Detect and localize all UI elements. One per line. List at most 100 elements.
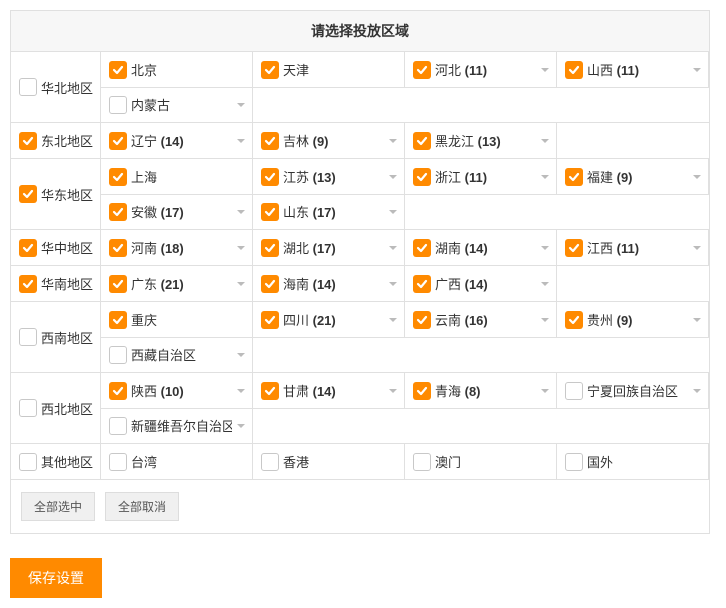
item-cell: 内蒙古 xyxy=(101,87,253,123)
item-checkbox[interactable] xyxy=(413,168,431,186)
chevron-down-icon[interactable] xyxy=(692,315,702,325)
item-checkbox[interactable] xyxy=(109,168,127,186)
chevron-down-icon[interactable] xyxy=(236,243,246,253)
items-wrap: 广东 (21)海南 (14)广西 (14) xyxy=(101,266,709,301)
item-checkbox[interactable] xyxy=(109,61,127,79)
region-row: 东北地区辽宁 (14)吉林 (9)黑龙江 (13) xyxy=(11,123,709,159)
item-cell: 黑龙江 (13) xyxy=(405,123,557,159)
chevron-down-icon[interactable] xyxy=(540,386,550,396)
item-checkbox[interactable] xyxy=(413,311,431,329)
region-label-cell: 东北地区 xyxy=(11,123,101,158)
item-checkbox[interactable] xyxy=(261,311,279,329)
chevron-down-icon[interactable] xyxy=(540,315,550,325)
region-checkbox[interactable] xyxy=(19,132,37,150)
region-label-cell: 华南地区 xyxy=(11,266,101,301)
select-all-button[interactable]: 全部选中 xyxy=(21,492,95,521)
item-checkbox[interactable] xyxy=(413,61,431,79)
item-checkbox[interactable] xyxy=(413,382,431,400)
chevron-down-icon[interactable] xyxy=(692,172,702,182)
item-checkbox[interactable] xyxy=(109,453,127,471)
chevron-down-icon[interactable] xyxy=(388,136,398,146)
items-wrap: 北京天津河北 (11)山西 (11)内蒙古 xyxy=(101,52,709,122)
item-checkbox[interactable] xyxy=(109,203,127,221)
item-checkbox[interactable] xyxy=(565,168,583,186)
items-wrap: 上海江苏 (13)浙江 (11)福建 (9)安徽 (17)山东 (17) xyxy=(101,159,709,229)
item-cell: 北京 xyxy=(101,52,253,88)
regions-container: 华北地区北京天津河北 (11)山西 (11)内蒙古东北地区辽宁 (14)吉林 (… xyxy=(11,52,709,479)
chevron-down-icon[interactable] xyxy=(236,421,246,431)
item-checkbox[interactable] xyxy=(261,132,279,150)
item-label: 西藏自治区 xyxy=(131,345,232,364)
region-checkbox[interactable] xyxy=(19,328,37,346)
item-label: 黑龙江 (13) xyxy=(435,131,536,150)
item-checkbox[interactable] xyxy=(261,275,279,293)
item-cell: 甘肃 (14) xyxy=(253,373,405,409)
chevron-down-icon[interactable] xyxy=(388,279,398,289)
item-checkbox[interactable] xyxy=(109,417,127,435)
region-checkbox[interactable] xyxy=(19,399,37,417)
item-checkbox[interactable] xyxy=(261,239,279,257)
region-row: 西北地区陕西 (10)甘肃 (14)青海 (8)宁夏回族自治区新疆维吾尔自治区 xyxy=(11,373,709,444)
region-checkbox[interactable] xyxy=(19,453,37,471)
region-checkbox[interactable] xyxy=(19,239,37,257)
chevron-down-icon[interactable] xyxy=(692,243,702,253)
item-cell: 西藏自治区 xyxy=(101,337,253,373)
region-checkbox[interactable] xyxy=(19,185,37,203)
item-checkbox[interactable] xyxy=(261,203,279,221)
chevron-down-icon[interactable] xyxy=(236,207,246,217)
item-checkbox[interactable] xyxy=(109,311,127,329)
items-wrap: 台湾香港澳门国外 xyxy=(101,444,709,479)
item-checkbox[interactable] xyxy=(565,382,583,400)
item-checkbox[interactable] xyxy=(109,239,127,257)
item-label: 青海 (8) xyxy=(435,381,536,400)
item-checkbox[interactable] xyxy=(565,61,583,79)
chevron-down-icon[interactable] xyxy=(540,136,550,146)
chevron-down-icon[interactable] xyxy=(388,172,398,182)
item-label: 四川 (21) xyxy=(283,310,384,329)
deselect-all-button[interactable]: 全部取消 xyxy=(105,492,179,521)
item-checkbox[interactable] xyxy=(413,453,431,471)
item-checkbox[interactable] xyxy=(261,382,279,400)
chevron-down-icon[interactable] xyxy=(540,279,550,289)
chevron-down-icon[interactable] xyxy=(236,386,246,396)
chevron-down-icon[interactable] xyxy=(692,386,702,396)
region-checkbox[interactable] xyxy=(19,275,37,293)
chevron-down-icon[interactable] xyxy=(388,315,398,325)
item-label: 吉林 (9) xyxy=(283,131,384,150)
region-label: 其他地区 xyxy=(41,452,100,471)
chevron-down-icon[interactable] xyxy=(540,172,550,182)
chevron-down-icon[interactable] xyxy=(236,350,246,360)
chevron-down-icon[interactable] xyxy=(540,65,550,75)
item-cell: 江西 (11) xyxy=(557,230,709,266)
region-checkbox[interactable] xyxy=(19,78,37,96)
chevron-down-icon[interactable] xyxy=(388,207,398,217)
item-cell: 澳门 xyxy=(405,444,557,480)
item-checkbox[interactable] xyxy=(565,453,583,471)
item-checkbox[interactable] xyxy=(565,311,583,329)
item-checkbox[interactable] xyxy=(109,346,127,364)
item-checkbox[interactable] xyxy=(261,453,279,471)
chevron-down-icon[interactable] xyxy=(236,136,246,146)
items-wrap: 陕西 (10)甘肃 (14)青海 (8)宁夏回族自治区新疆维吾尔自治区 xyxy=(101,373,709,443)
item-checkbox[interactable] xyxy=(109,275,127,293)
region-label: 东北地区 xyxy=(41,131,100,150)
item-checkbox[interactable] xyxy=(565,239,583,257)
item-checkbox[interactable] xyxy=(413,239,431,257)
chevron-down-icon[interactable] xyxy=(236,100,246,110)
chevron-down-icon[interactable] xyxy=(388,243,398,253)
save-button[interactable]: 保存设置 xyxy=(10,558,102,598)
region-label: 华南地区 xyxy=(41,274,100,293)
item-checkbox[interactable] xyxy=(109,382,127,400)
region-label-cell: 西北地区 xyxy=(11,373,101,443)
chevron-down-icon[interactable] xyxy=(692,65,702,75)
items-wrap: 重庆四川 (21)云南 (16)贵州 (9)西藏自治区 xyxy=(101,302,709,372)
item-checkbox[interactable] xyxy=(109,96,127,114)
item-checkbox[interactable] xyxy=(413,132,431,150)
chevron-down-icon[interactable] xyxy=(388,386,398,396)
item-checkbox[interactable] xyxy=(261,61,279,79)
item-checkbox[interactable] xyxy=(109,132,127,150)
item-checkbox[interactable] xyxy=(413,275,431,293)
chevron-down-icon[interactable] xyxy=(540,243,550,253)
item-checkbox[interactable] xyxy=(261,168,279,186)
chevron-down-icon[interactable] xyxy=(236,279,246,289)
